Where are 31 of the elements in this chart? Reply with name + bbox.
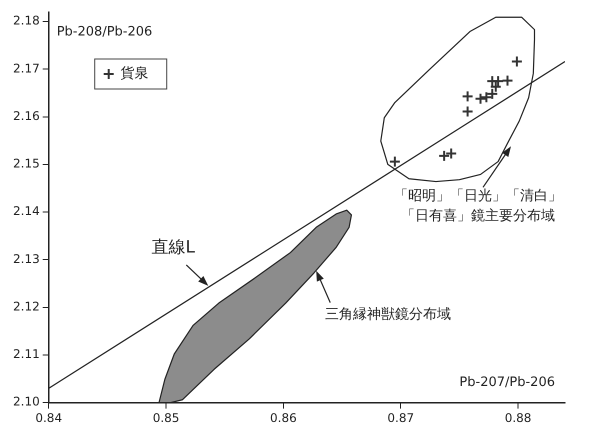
point [388,156,401,168]
x-tick-label: 0.87 [387,410,414,425]
point [492,75,504,88]
y-tick-label: 2.15 [13,156,40,171]
y-tick-label: 2.10 [13,394,40,409]
point [502,74,514,87]
annotation: 三角縁神獣鏡分布域 [325,306,452,322]
point [462,106,474,118]
y-tick-label: 2.11 [13,347,40,362]
point [462,90,474,102]
y-tick-label: 2.16 [13,108,40,123]
y-tick-label: 2.14 [13,204,40,218]
point [445,147,458,160]
annotation: 「昭明」「日光」「清白」「日有喜」鏡主要分布域 [394,188,562,224]
point [438,150,450,162]
legend-label: 貨泉 [120,66,149,82]
x-tick-label: 0.84 [35,410,62,425]
y-tick-label: 2.17 [13,61,40,76]
x-tick-label: 0.85 [152,410,180,425]
y-tick-label: 2.13 [13,252,40,266]
x-tick-label: 0.88 [504,410,532,425]
point [474,92,487,105]
point [486,88,498,100]
y-tick-label: 2.12 [13,299,40,314]
y-axis-title: Pb-208/Pb-206 [56,24,152,40]
point [480,91,492,104]
y-tick-label: 2.18 [13,14,40,28]
annotation: 直線L [152,237,196,258]
point [510,56,523,68]
x-axis-title: Pb-207/Pb-206 [459,374,555,390]
x-tick-label: 0.86 [270,410,297,425]
